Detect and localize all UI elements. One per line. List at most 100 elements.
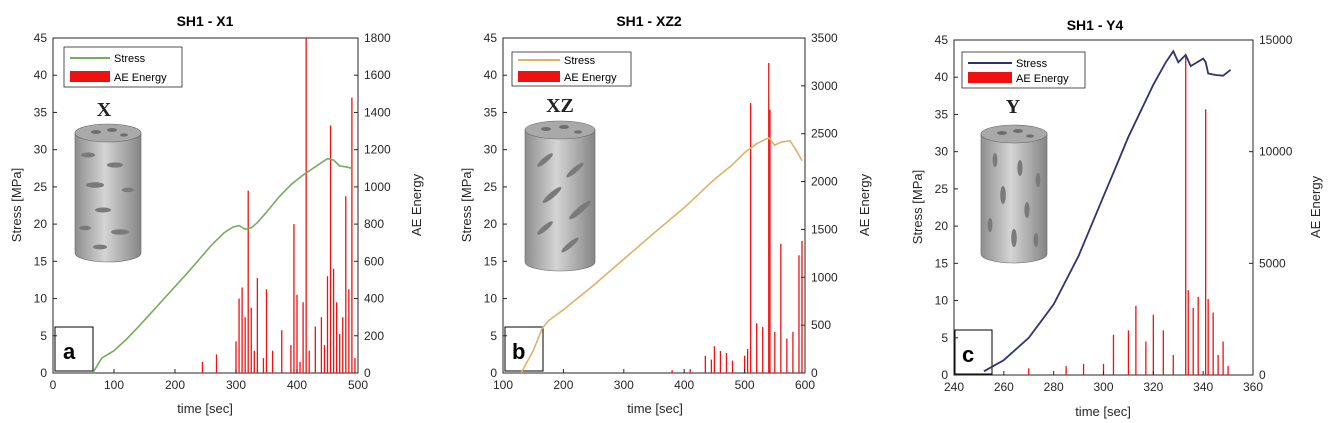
y2-tick-label: 1500 xyxy=(811,222,838,236)
y2-tick-label: 3000 xyxy=(811,79,838,93)
panel-label-box-xz2: b xyxy=(504,326,544,372)
y2-tick-label: 3500 xyxy=(811,31,838,45)
y-tick-label: 30 xyxy=(484,143,498,157)
legend-y4: Stress AE Energy xyxy=(961,51,1086,89)
y-axis-right-xz2: 0 500 1000 1500 2000 2500 3000 3500 xyxy=(801,31,838,380)
ae-bars-x1 xyxy=(201,38,356,373)
x-tick-label: 200 xyxy=(553,378,573,392)
y2-tick-label: 1000 xyxy=(811,270,838,284)
y-tick-label: 40 xyxy=(484,68,498,82)
specimen-label-x1: X xyxy=(97,99,112,121)
x-axis-label-x1: time [sec] xyxy=(177,401,233,416)
x-tick-label: 500 xyxy=(348,378,368,392)
y-tick-label: 20 xyxy=(34,217,48,231)
x-tick-label: 100 xyxy=(493,378,513,392)
y2-tick-label: 200 xyxy=(364,329,384,343)
x-axis-label-y4: time [sec] xyxy=(1075,404,1131,419)
y-axis-left-y4: 0 5 10 15 20 25 30 35 40 45 xyxy=(935,33,958,382)
y2-axis-label-x1: AE Energy xyxy=(409,173,424,236)
x-tick-label: 300 xyxy=(1093,380,1113,394)
y2-tick-label: 600 xyxy=(364,254,384,268)
y-tick-label: 5 xyxy=(490,329,497,343)
y-axis-label-x1: Stress [MPa] xyxy=(9,168,24,242)
y-tick-label: 45 xyxy=(935,33,949,47)
y-tick-label: 20 xyxy=(935,219,949,233)
x-tick-label: 500 xyxy=(735,378,755,392)
plot-area-xz2: XZ Stress AE Energy b xyxy=(502,37,806,374)
chart-title-x1: SH1 - X1 xyxy=(177,13,234,29)
y-axis-label-y4: Stress [MPa] xyxy=(910,170,925,244)
x-axis-xz2: 100 200 300 400 500 600 xyxy=(493,369,815,392)
y2-tick-label: 5000 xyxy=(1259,256,1286,270)
specimen-image-xz2: XZ xyxy=(524,95,596,272)
y-axis-label-xz2: Stress [MPa] xyxy=(459,168,474,242)
x-tick-label: 260 xyxy=(994,380,1014,394)
y2-tick-label: 400 xyxy=(364,292,384,306)
x-tick-label: 400 xyxy=(287,378,307,392)
y-tick-label: 30 xyxy=(34,143,48,157)
y-tick-label: 15 xyxy=(935,256,949,270)
y2-tick-label: 2500 xyxy=(811,127,838,141)
y-tick-label: 40 xyxy=(935,70,949,84)
chart-panel-xz2: SH1 - XZ2 XZ xyxy=(459,13,872,416)
x-tick-label: 320 xyxy=(1143,380,1163,394)
panel-label-xz2: b xyxy=(512,339,525,364)
y-tick-label: 10 xyxy=(34,292,48,306)
y2-tick-label: 800 xyxy=(364,217,384,231)
y2-axis-label-y4: AE Energy xyxy=(1308,175,1323,238)
x-axis-x1: 0 100 200 300 400 500 xyxy=(50,369,368,392)
ae-bars-y4 xyxy=(1028,55,1229,375)
panel-label-y4: c xyxy=(962,342,974,367)
x-tick-label: 340 xyxy=(1193,380,1213,394)
legend-ae-label-x1: AE Energy xyxy=(114,72,167,84)
stress-line-y4 xyxy=(983,49,1232,373)
y2-tick-label: 1400 xyxy=(364,105,391,119)
y2-tick-label: 15000 xyxy=(1259,33,1293,47)
plot-area-x1: X Stress AE Energy a xyxy=(52,37,359,374)
legend-ae-label-xz2: AE Energy xyxy=(564,72,617,84)
x-tick-label: 360 xyxy=(1243,380,1263,394)
legend-x1: Stress AE Energy xyxy=(63,46,183,88)
legend-xz2: Stress AE Energy xyxy=(511,51,632,87)
y-tick-label: 20 xyxy=(484,217,498,231)
y-axis-left-x1: 0 5 10 15 20 25 30 35 40 45 xyxy=(34,31,57,380)
y-tick-label: 0 xyxy=(490,366,497,380)
y-tick-label: 10 xyxy=(935,294,949,308)
y2-axis-label-xz2: AE Energy xyxy=(857,173,872,236)
y-tick-label: 25 xyxy=(484,180,498,194)
y-tick-label: 15 xyxy=(484,254,498,268)
x-tick-label: 600 xyxy=(795,378,815,392)
y-tick-label: 25 xyxy=(34,180,48,194)
y-tick-label: 25 xyxy=(935,182,949,196)
chart-panel-x1: SH1 - X1 X xyxy=(9,13,424,416)
y-tick-label: 45 xyxy=(484,31,498,45)
specimen-label-y4: Y xyxy=(1006,96,1021,118)
x-tick-label: 100 xyxy=(104,378,124,392)
y-tick-label: 5 xyxy=(941,331,948,345)
y-tick-label: 10 xyxy=(484,292,498,306)
x-tick-label: 200 xyxy=(165,378,185,392)
ae-bars-xz2 xyxy=(671,62,803,373)
chart-panel-y4: SH1 - Y4 Y xyxy=(910,17,1323,419)
cylinder-y-icon xyxy=(980,124,1048,264)
legend-stress-label-y4: Stress xyxy=(1016,58,1048,70)
y-tick-label: 15 xyxy=(34,254,48,268)
y-axis-left-xz2: 0 5 10 15 20 25 30 35 40 45 xyxy=(484,31,507,380)
x-axis-label-xz2: time [sec] xyxy=(627,401,683,416)
panel-label-x1: a xyxy=(63,339,76,364)
cylinder-xz-icon xyxy=(524,120,596,272)
specimen-label-xz2: XZ xyxy=(546,95,574,117)
panel-label-box-x1: a xyxy=(54,326,94,372)
x-tick-label: 280 xyxy=(1044,380,1064,394)
legend-ae-swatch-x1 xyxy=(70,71,110,82)
y2-tick-label: 0 xyxy=(364,366,371,380)
y2-tick-label: 0 xyxy=(811,366,818,380)
y-axis-right-x1: 0 200 400 600 800 1000 1200 1400 1600 1800 xyxy=(354,31,391,380)
legend-stress-label-xz2: Stress xyxy=(564,55,596,67)
plot-area-y4: Y Stress AE Energy c xyxy=(953,39,1254,376)
y2-tick-label: 10000 xyxy=(1259,145,1293,159)
x-tick-label: 300 xyxy=(614,378,634,392)
y-tick-label: 30 xyxy=(935,145,949,159)
legend-ae-swatch-xz2 xyxy=(518,71,560,82)
legend-stress-label-x1: Stress xyxy=(114,53,146,65)
